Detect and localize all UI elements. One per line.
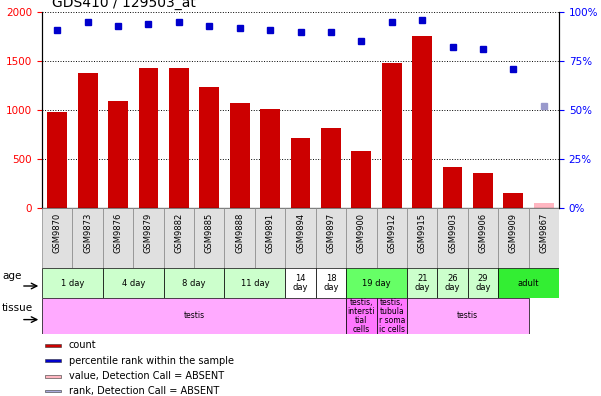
Bar: [230, 103, 249, 208]
Text: testis: testis: [183, 312, 204, 320]
Text: GSM9909: GSM9909: [509, 213, 518, 253]
Bar: [139, 68, 158, 208]
Text: testis,
tubula
r soma
ic cells: testis, tubula r soma ic cells: [379, 298, 405, 334]
Text: GSM9915: GSM9915: [418, 213, 427, 253]
Bar: [504, 193, 523, 208]
Bar: [255, 208, 285, 268]
Bar: [108, 101, 128, 208]
Text: GSM9891: GSM9891: [266, 213, 275, 253]
Text: GSM9906: GSM9906: [478, 213, 487, 253]
Bar: [382, 63, 401, 208]
Text: 29
day: 29 day: [475, 274, 491, 292]
Bar: [44, 344, 61, 346]
Text: GSM9882: GSM9882: [174, 213, 183, 253]
Bar: [133, 208, 163, 268]
Text: 1 day: 1 day: [61, 278, 84, 287]
Bar: [224, 268, 285, 298]
Bar: [200, 88, 219, 208]
Text: GSM9870: GSM9870: [53, 213, 62, 253]
Text: GSM9867: GSM9867: [539, 213, 548, 253]
Text: tissue: tissue: [2, 303, 33, 313]
Bar: [407, 298, 529, 334]
Text: GSM9897: GSM9897: [326, 213, 335, 253]
Text: GSM9894: GSM9894: [296, 213, 305, 253]
Bar: [47, 112, 67, 208]
Bar: [346, 208, 377, 268]
Text: 26
day: 26 day: [445, 274, 460, 292]
Text: count: count: [69, 340, 96, 350]
Bar: [407, 208, 438, 268]
Bar: [44, 375, 61, 377]
Bar: [42, 208, 72, 268]
Bar: [224, 208, 255, 268]
Bar: [468, 208, 498, 268]
Bar: [321, 128, 341, 208]
Text: GSM9903: GSM9903: [448, 213, 457, 253]
Bar: [285, 268, 316, 298]
Text: 8 day: 8 day: [182, 278, 206, 287]
Text: 18
day: 18 day: [323, 274, 338, 292]
Bar: [377, 208, 407, 268]
Text: GSM9885: GSM9885: [205, 213, 214, 253]
Bar: [443, 167, 462, 208]
Bar: [468, 268, 498, 298]
Bar: [498, 268, 559, 298]
Bar: [498, 208, 529, 268]
Bar: [316, 208, 346, 268]
Bar: [163, 208, 194, 268]
Text: 4 day: 4 day: [121, 278, 145, 287]
Text: GSM9900: GSM9900: [357, 213, 366, 253]
Bar: [194, 208, 224, 268]
Bar: [72, 208, 103, 268]
Bar: [529, 208, 559, 268]
Bar: [44, 359, 61, 362]
Bar: [78, 73, 97, 208]
Bar: [438, 268, 468, 298]
Bar: [42, 298, 346, 334]
Text: testis,
intersti
tial
cells: testis, intersti tial cells: [347, 298, 375, 334]
Bar: [438, 208, 468, 268]
Bar: [163, 268, 224, 298]
Text: GSM9912: GSM9912: [387, 213, 396, 253]
Bar: [260, 109, 280, 208]
Text: age: age: [2, 271, 22, 282]
Text: rank, Detection Call = ABSENT: rank, Detection Call = ABSENT: [69, 386, 219, 396]
Bar: [346, 268, 407, 298]
Text: GSM9888: GSM9888: [235, 213, 244, 253]
Bar: [412, 36, 432, 208]
Text: GSM9873: GSM9873: [83, 213, 92, 253]
Text: 19 day: 19 day: [362, 278, 391, 287]
Text: GDS410 / 129503_at: GDS410 / 129503_at: [52, 0, 196, 10]
Text: percentile rank within the sample: percentile rank within the sample: [69, 356, 234, 366]
Text: 14
day: 14 day: [293, 274, 308, 292]
Bar: [377, 298, 407, 334]
Bar: [42, 268, 103, 298]
Text: 11 day: 11 day: [240, 278, 269, 287]
Bar: [473, 173, 493, 208]
Bar: [44, 390, 61, 392]
Bar: [103, 268, 163, 298]
Text: adult: adult: [518, 278, 539, 287]
Text: GSM9879: GSM9879: [144, 213, 153, 253]
Bar: [352, 151, 371, 208]
Bar: [534, 203, 554, 208]
Text: value, Detection Call = ABSENT: value, Detection Call = ABSENT: [69, 371, 224, 381]
Bar: [291, 139, 310, 208]
Text: 21
day: 21 day: [415, 274, 430, 292]
Bar: [346, 298, 377, 334]
Bar: [103, 208, 133, 268]
Text: GSM9876: GSM9876: [114, 213, 123, 253]
Text: testis: testis: [457, 312, 478, 320]
Bar: [169, 68, 189, 208]
Bar: [407, 268, 438, 298]
Bar: [285, 208, 316, 268]
Bar: [316, 268, 346, 298]
